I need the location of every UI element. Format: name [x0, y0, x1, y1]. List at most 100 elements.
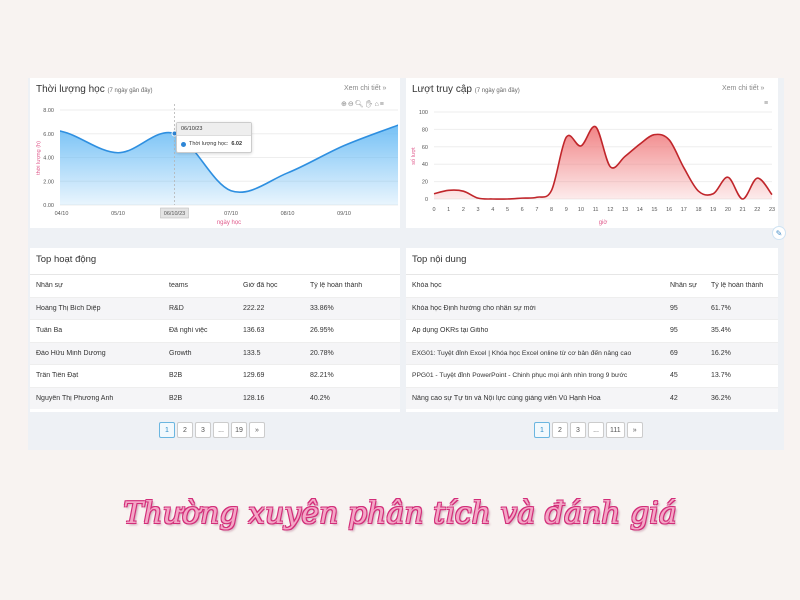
x-axis-label: giờ	[599, 220, 608, 226]
page-button[interactable]: 1	[534, 422, 550, 438]
page-caption: Thường xuyên phân tích và đánh giá	[123, 496, 677, 531]
y-tick-label: 2.00	[43, 179, 54, 185]
x-tick-label: 15	[651, 207, 657, 213]
x-axis-label: ngày học	[217, 220, 241, 226]
chat-support-icon[interactable]: ✎	[772, 226, 786, 240]
table-row[interactable]: Trần Tiến Đạt B2B 129.69 82.21%	[30, 364, 400, 387]
study-area	[60, 125, 398, 205]
column-header[interactable]: Nhân sự	[36, 282, 63, 290]
home-icon[interactable]: ⌂	[374, 101, 380, 108]
zoom-in-icon[interactable]: ⊕	[341, 101, 348, 108]
visits-view-details-link[interactable]: Xem chi tiết »	[722, 85, 765, 92]
double-chevron-right-icon: »	[760, 85, 765, 92]
study-time-chart: 0.00 2.00 4.00 6.00 8.00 04/10 05/10 06/10/23 07…	[36, 104, 398, 226]
page-button[interactable]: 111	[606, 422, 625, 438]
column-header[interactable]: Tỷ lệ hoàn thành	[310, 282, 363, 290]
x-tick-label: 11	[593, 207, 599, 213]
x-tick-label: 08/10	[281, 211, 295, 217]
column-header[interactable]: teams	[169, 282, 189, 290]
top-activity-pagination: 1 2 3 ... 19 »	[159, 422, 265, 438]
x-tick-label: 10	[578, 207, 584, 213]
study-time-panel: Thời lượng học (7 ngày gần đây) Xem chi …	[30, 78, 400, 228]
cell-team: B2B	[169, 394, 183, 402]
double-chevron-right-icon: »	[382, 85, 387, 92]
cell-team: B2B	[169, 372, 183, 380]
table-row[interactable]: Hoàng Thị Bích Diệp R&D 222.22 33.86%	[30, 296, 400, 319]
table-row[interactable]: Đào Hữu Minh Dương Growth 133.5 20.78%	[30, 341, 400, 364]
table-row[interactable]: Nâng cao sự Tự tin và Nội lực cùng giảng…	[406, 386, 778, 409]
table-row[interactable]: Áp dụng OKRs tại Gitiho 95 35.4%	[406, 319, 778, 342]
x-tick-label: 12	[607, 207, 613, 213]
cell-completion: 40.2%	[310, 394, 330, 402]
table-row[interactable]: Nguyễn Thị Phương Anh B2B 128.16 40.2%	[30, 386, 400, 409]
visits-panel: Lượt truy cập (7 ngày gần đây) Xem chi t…	[406, 78, 778, 228]
cell-completion: 13.7%	[711, 372, 731, 380]
cell-name: Hoàng Thị Bích Diệp	[36, 304, 101, 312]
dashboard: Thời lượng học (7 ngày gần đây) Xem chi …	[28, 78, 784, 450]
column-header[interactable]: Khóa học	[412, 282, 442, 290]
x-tick-label: 21	[740, 207, 746, 213]
column-header[interactable]: Nhân sự	[670, 282, 697, 290]
table-row[interactable]: PPG01 - Tuyệt đỉnh PowerPoint - Chinh ph…	[406, 364, 778, 387]
cell-people: 45	[670, 372, 678, 380]
page-button[interactable]: 3	[195, 422, 211, 438]
column-header[interactable]: Tỷ lệ hoàn thành	[711, 282, 764, 290]
x-tick-label: 5	[506, 207, 509, 213]
series-dot-icon	[181, 141, 186, 147]
cell-completion: 20.78%	[310, 349, 334, 357]
menu-icon[interactable]: ≡	[379, 101, 385, 108]
cell-completion: 36.2%	[711, 394, 731, 402]
cell-name: Trần Tiến Đạt	[36, 372, 79, 380]
x-tick-label: 3	[477, 207, 480, 213]
cell-name: Tuấn Ba	[36, 327, 63, 335]
page-button[interactable]: 2	[552, 422, 568, 438]
study-line	[60, 124, 398, 193]
x-tick-label: 07/10	[224, 211, 238, 217]
menu-icon[interactable]: ≡	[764, 100, 770, 107]
cell-completion: 35.4%	[711, 327, 731, 335]
zoom-out-icon[interactable]: ⊖	[347, 101, 355, 108]
cell-hours: 222.22	[243, 304, 265, 312]
next-page-button[interactable]: »	[249, 422, 265, 438]
x-tick-label: 1	[447, 207, 450, 213]
page-button[interactable]: 19	[231, 422, 247, 438]
cell-team: Đã nghỉ việc	[169, 327, 208, 335]
x-tick-label: 2	[462, 207, 465, 213]
x-tick-label: 13	[622, 207, 628, 213]
cell-hours: 128.16	[243, 394, 265, 402]
cell-completion: 26.95%	[310, 327, 334, 335]
cell-name: Nguyễn Thị Phương Anh	[36, 394, 114, 402]
x-tick-label: 19	[710, 207, 716, 213]
y-tick-label: 6.00	[43, 132, 54, 138]
x-tick-label: 05/10	[111, 211, 125, 217]
page-button[interactable]: 3	[570, 422, 586, 438]
cell-course: PPG01 - Tuyệt đỉnh PowerPoint - Chinh ph…	[412, 372, 628, 380]
y-tick-label: 40	[422, 162, 428, 168]
cell-hours: 129.69	[243, 372, 265, 380]
study-time-title: Thời lượng học (7 ngày gần đây)	[36, 84, 153, 95]
top-content-title: Top nội dung	[412, 254, 467, 265]
y-tick-label: 60	[422, 145, 428, 151]
column-header[interactable]: Giờ đã học	[243, 282, 278, 290]
y-tick-label: 0	[425, 197, 428, 203]
table-header-row: Nhân sự teams Giờ đã học Tỷ lệ hoàn thàn…	[30, 274, 400, 297]
x-tick-label: 14	[637, 207, 643, 213]
pan-hand-icon[interactable]: ✋︎	[364, 101, 375, 108]
page-button[interactable]: 1	[159, 422, 175, 438]
table-row[interactable]: EXG01: Tuyệt đỉnh Excel | Khóa học Excel…	[406, 341, 778, 364]
cell-hours: 133.5	[243, 349, 261, 357]
magnify-icon[interactable]: 🔍︎	[354, 101, 365, 108]
top-activity-panel: Top hoạt động Nhân sự teams Giờ đã học T…	[30, 248, 400, 412]
study-view-details-link[interactable]: Xem chi tiết »	[344, 85, 387, 92]
cell-hours: 136.63	[243, 327, 265, 335]
study-time-subtitle: (7 ngày gần đây)	[107, 88, 153, 94]
table-row[interactable]: Khóa học Định hướng cho nhân sự mới 95 6…	[406, 296, 778, 319]
table-row[interactable]: Tuấn Ba Đã nghỉ việc 136.63 26.95%	[30, 319, 400, 342]
page-button[interactable]: 2	[177, 422, 193, 438]
top-content-table: Khóa học Nhân sự Tỷ lệ hoàn thành Khóa h…	[406, 274, 778, 409]
next-page-button[interactable]: »	[626, 422, 643, 438]
x-tick-label: 16	[666, 207, 672, 213]
y-axis-label: thời lượng (h)	[36, 141, 42, 175]
cell-people: 95	[670, 327, 678, 335]
top-content-panel: Top nội dung Khóa học Nhân sự Tỷ lệ hoàn…	[406, 248, 778, 412]
